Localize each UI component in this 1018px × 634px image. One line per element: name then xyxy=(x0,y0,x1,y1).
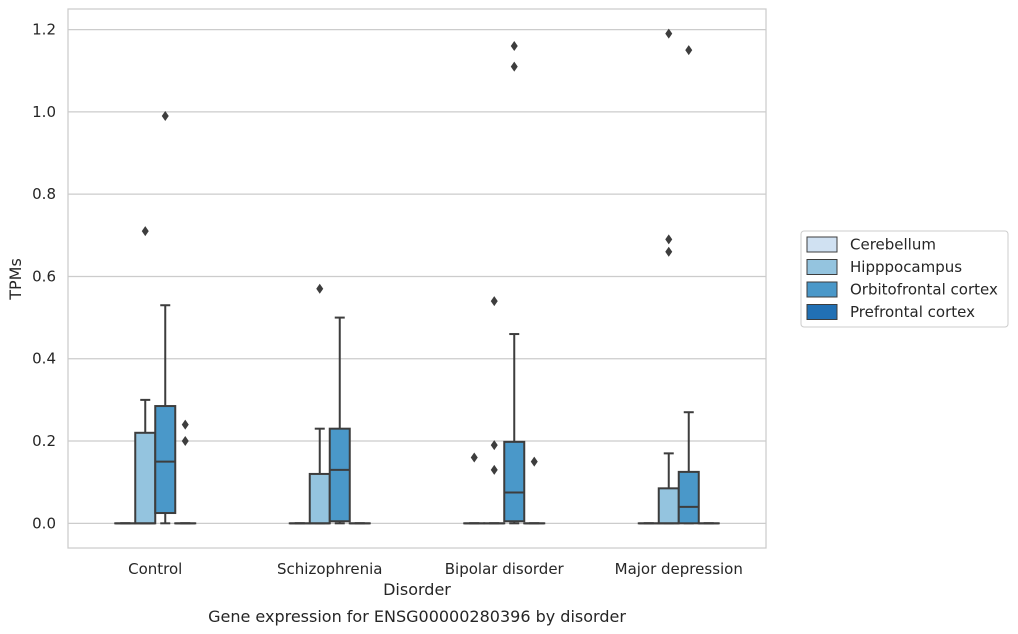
y-tick-label: 0.0 xyxy=(32,514,56,532)
x-tick-labels: Control Schizophrenia Bipolar disorder Majo… xyxy=(128,560,743,578)
y-tick-label: 0.2 xyxy=(32,432,56,450)
legend-label: Hipppocampus xyxy=(850,258,962,276)
outlier-point xyxy=(161,110,169,121)
box-body xyxy=(677,470,700,525)
outlier-point xyxy=(490,296,498,307)
outlier-point xyxy=(470,452,478,463)
outlier-point xyxy=(510,41,518,52)
x-tick-label: Bipolar disorder xyxy=(445,560,565,578)
outlier-point xyxy=(181,419,189,430)
y-tick-labels: 0.0 0.2 0.4 0.6 0.8 1.0 1.2 xyxy=(32,21,56,533)
box-body xyxy=(503,440,526,523)
box-hipppocampus xyxy=(657,28,680,525)
outlier-point xyxy=(490,440,498,451)
box-prefrontal-cortex xyxy=(523,456,546,525)
y-tick-label: 0.4 xyxy=(32,350,56,368)
y-axis-label: TPMs xyxy=(6,258,25,301)
box-body xyxy=(328,427,351,523)
outlier-point xyxy=(510,61,518,72)
outlier-point xyxy=(530,456,538,467)
legend-swatch xyxy=(806,236,838,253)
chart-caption: Gene expression for ENSG00000280396 by d… xyxy=(208,607,626,626)
x-tick-label: Control xyxy=(128,560,182,578)
outlier-point xyxy=(665,28,673,39)
outlier-point xyxy=(685,45,693,56)
box-body xyxy=(154,405,177,515)
legend-swatch xyxy=(806,304,838,320)
y-tick-label: 0.6 xyxy=(32,267,56,285)
box-body xyxy=(308,472,331,525)
legend-label: Prefrontal cortex xyxy=(850,303,975,321)
x-tick-label: Major depression xyxy=(615,560,743,578)
x-axis-label: Disorder xyxy=(383,580,451,599)
plot-frame xyxy=(67,8,767,549)
outlier-point xyxy=(316,283,324,294)
box-orbitofrontal-cortex xyxy=(328,316,351,525)
outlier-point xyxy=(665,234,673,245)
box-series xyxy=(114,28,720,525)
box-body xyxy=(134,431,157,525)
y-tick-label: 1.2 xyxy=(32,21,56,39)
y-tick-label: 0.8 xyxy=(32,185,56,203)
box-hipppocampus xyxy=(134,226,157,525)
legend-swatch xyxy=(806,281,838,298)
box-hipppocampus xyxy=(483,296,506,525)
box-prefrontal-cortex xyxy=(174,419,197,525)
legend-label: Orbitofrontal cortex xyxy=(850,281,998,299)
legend: Cerebellum Hipppocampus Orbitofrontal cort… xyxy=(800,230,1009,328)
legend-frame xyxy=(800,230,1009,328)
outlier-point xyxy=(490,464,498,475)
outlier-point xyxy=(181,436,189,447)
box-body xyxy=(657,487,680,525)
outlier-point xyxy=(665,246,673,257)
legend-swatch xyxy=(806,259,838,275)
outlier-point xyxy=(141,226,149,237)
x-tick-label: Schizophrenia xyxy=(277,560,382,578)
box-orbitofrontal-cortex xyxy=(154,110,177,525)
box-orbitofrontal-cortex xyxy=(677,45,700,525)
box-orbitofrontal-cortex xyxy=(503,41,526,525)
y-tick-label: 1.0 xyxy=(32,103,56,121)
legend-label: Cerebellum xyxy=(850,236,936,254)
plot-area xyxy=(68,9,766,548)
